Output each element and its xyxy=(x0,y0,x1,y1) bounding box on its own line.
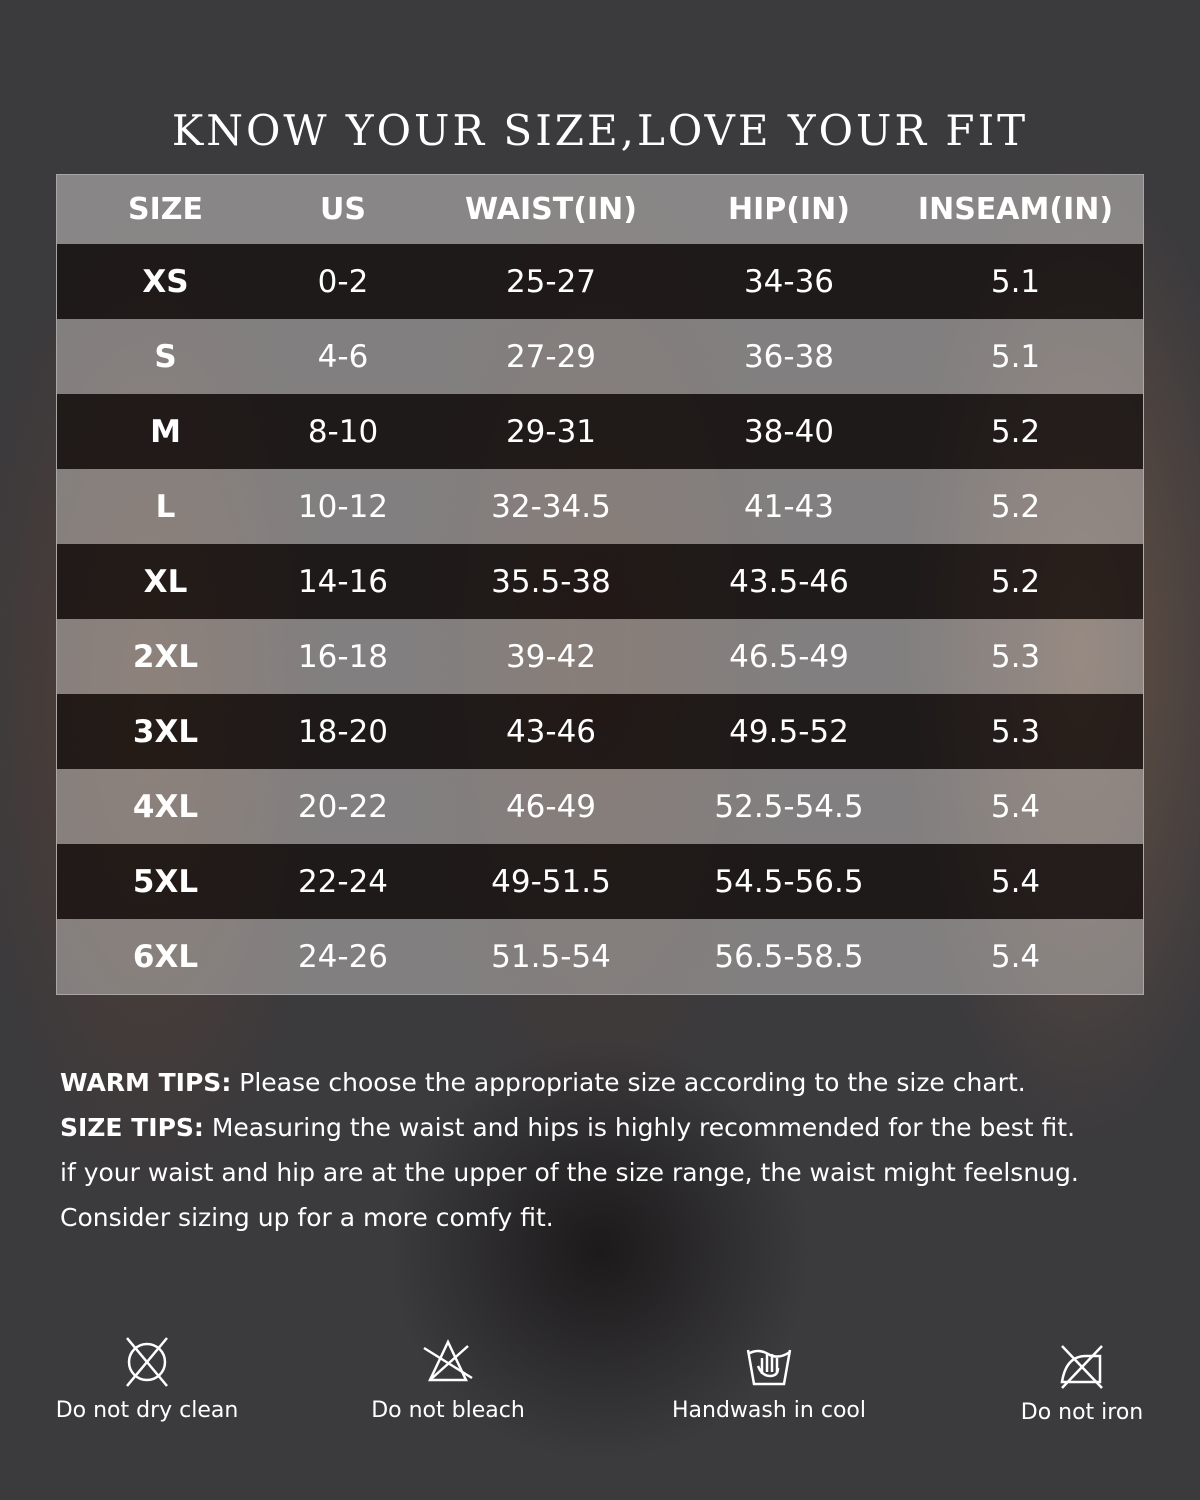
cell-size: XL xyxy=(143,563,188,600)
size-tips-line: Consider sizing up for a more comfy fit. xyxy=(60,1203,554,1232)
cell-size: 5XL xyxy=(132,863,199,900)
cell-us: 0-2 xyxy=(317,263,369,300)
cell-us: 4-6 xyxy=(317,338,369,375)
cell-hip: 36-38 xyxy=(743,338,835,375)
care-label: Do not bleach xyxy=(371,1398,525,1423)
care-no-iron: Do not iron xyxy=(952,1342,1200,1425)
care-label: Do not iron xyxy=(1020,1400,1144,1425)
cell-hip: 38-40 xyxy=(743,413,835,450)
table-row: S 4-6 27-29 36-38 5.1 xyxy=(57,319,1143,394)
cell-us: 24-26 xyxy=(297,938,389,975)
no-bleach-icon xyxy=(423,1339,473,1382)
cell-inseam: 5.4 xyxy=(990,788,1041,825)
cell-waist: 35.5-38 xyxy=(491,563,611,600)
cell-inseam: 5.3 xyxy=(990,638,1041,675)
table-row: 6XL 24-26 51.5-54 56.5-58.5 5.4 xyxy=(57,919,1143,994)
cell-waist: 43-46 xyxy=(505,713,597,750)
header-us: US xyxy=(320,192,366,227)
warm-tips-label: WARM TIPS: xyxy=(60,1068,232,1097)
care-no-bleach: Do not bleach xyxy=(318,1338,578,1423)
cell-waist: 39-42 xyxy=(505,638,597,675)
cell-hip: 34-36 xyxy=(743,263,835,300)
cell-hip: 41-43 xyxy=(743,488,835,525)
cell-size: L xyxy=(155,488,176,525)
page-title: KNOW YOUR SIZE,LOVE YOUR FIT xyxy=(171,106,1029,156)
cell-size: XS xyxy=(142,263,189,300)
cell-inseam: 5.1 xyxy=(990,263,1041,300)
header-hip: HIP(IN) xyxy=(728,192,850,227)
cell-hip: 49.5-52 xyxy=(729,713,849,750)
table-row: 5XL 22-24 49-51.5 54.5-56.5 5.4 xyxy=(57,844,1143,919)
cell-waist: 32-34.5 xyxy=(491,488,611,525)
table-header: SIZE US WAIST(IN) HIP(IN) INSEAM(IN) xyxy=(57,175,1143,244)
cell-waist: 49-51.5 xyxy=(491,863,611,900)
cell-us: 22-24 xyxy=(297,863,389,900)
size-tips: SIZE TIPS: Measuring the waist and hips … xyxy=(60,1105,1160,1150)
cell-us: 10-12 xyxy=(297,488,389,525)
cell-size: M xyxy=(150,413,181,450)
cell-hip: 43.5-46 xyxy=(729,563,849,600)
cell-waist: 29-31 xyxy=(505,413,597,450)
table-row: 2XL 16-18 39-42 46.5-49 5.3 xyxy=(57,619,1143,694)
handwash-icon xyxy=(746,1349,792,1386)
cell-us: 16-18 xyxy=(297,638,389,675)
cell-size: 3XL xyxy=(132,713,199,750)
cell-inseam: 5.1 xyxy=(990,338,1041,375)
cell-hip: 56.5-58.5 xyxy=(714,938,864,975)
cell-waist: 51.5-54 xyxy=(491,938,611,975)
cell-inseam: 5.2 xyxy=(990,488,1041,525)
size-tips-line: if your waist and hip are at the upper o… xyxy=(60,1158,1079,1187)
header-size: SIZE xyxy=(127,192,203,227)
header-inseam: INSEAM(IN) xyxy=(917,192,1114,227)
cell-size: 2XL xyxy=(132,638,199,675)
table-row: M 8-10 29-31 38-40 5.2 xyxy=(57,394,1143,469)
no-dry-clean-icon xyxy=(126,1337,168,1387)
table-row: XS 0-2 25-27 34-36 5.1 xyxy=(57,244,1143,319)
care-label: Handwash in cool xyxy=(672,1398,866,1423)
cell-us: 14-16 xyxy=(297,563,389,600)
care-no-dry-clean: Do not dry clean xyxy=(17,1334,277,1423)
cell-inseam: 5.2 xyxy=(990,563,1041,600)
header-waist: WAIST(IN) xyxy=(465,192,637,227)
no-iron-icon xyxy=(1060,1345,1103,1389)
cell-hip: 46.5-49 xyxy=(729,638,849,675)
cell-inseam: 5.4 xyxy=(990,938,1041,975)
cell-size: 4XL xyxy=(132,788,199,825)
size-chart-table: SIZE US WAIST(IN) HIP(IN) INSEAM(IN) XS 0… xyxy=(56,174,1144,995)
care-handwash: Handwash in cool xyxy=(639,1340,899,1423)
size-tips-label: SIZE TIPS: xyxy=(60,1113,204,1142)
table-row: XL 14-16 35.5-38 43.5-46 5.2 xyxy=(57,544,1143,619)
cell-us: 20-22 xyxy=(297,788,389,825)
cell-inseam: 5.4 xyxy=(990,863,1041,900)
table-row: L 10-12 32-34.5 41-43 5.2 xyxy=(57,469,1143,544)
cell-us: 18-20 xyxy=(297,713,389,750)
size-tips-text: Measuring the waist and hips is highly r… xyxy=(203,1113,1076,1142)
warm-tips: WARM TIPS: Please choose the appropriate… xyxy=(60,1060,1160,1105)
cell-us: 8-10 xyxy=(307,413,379,450)
tips-section: WARM TIPS: Please choose the appropriate… xyxy=(60,1060,1160,1240)
cell-size: S xyxy=(154,338,177,375)
table-row: 3XL 18-20 43-46 49.5-52 5.3 xyxy=(57,694,1143,769)
cell-waist: 27-29 xyxy=(505,338,597,375)
cell-hip: 54.5-56.5 xyxy=(714,863,864,900)
cell-inseam: 5.3 xyxy=(990,713,1041,750)
care-label: Do not dry clean xyxy=(55,1398,239,1423)
cell-size: 6XL xyxy=(132,938,199,975)
warm-tips-text: Please choose the appropriate size accor… xyxy=(231,1068,1026,1097)
cell-hip: 52.5-54.5 xyxy=(714,788,864,825)
cell-inseam: 5.2 xyxy=(990,413,1041,450)
cell-waist: 46-49 xyxy=(505,788,597,825)
cell-waist: 25-27 xyxy=(505,263,597,300)
table-row: 4XL 20-22 46-49 52.5-54.5 5.4 xyxy=(57,769,1143,844)
